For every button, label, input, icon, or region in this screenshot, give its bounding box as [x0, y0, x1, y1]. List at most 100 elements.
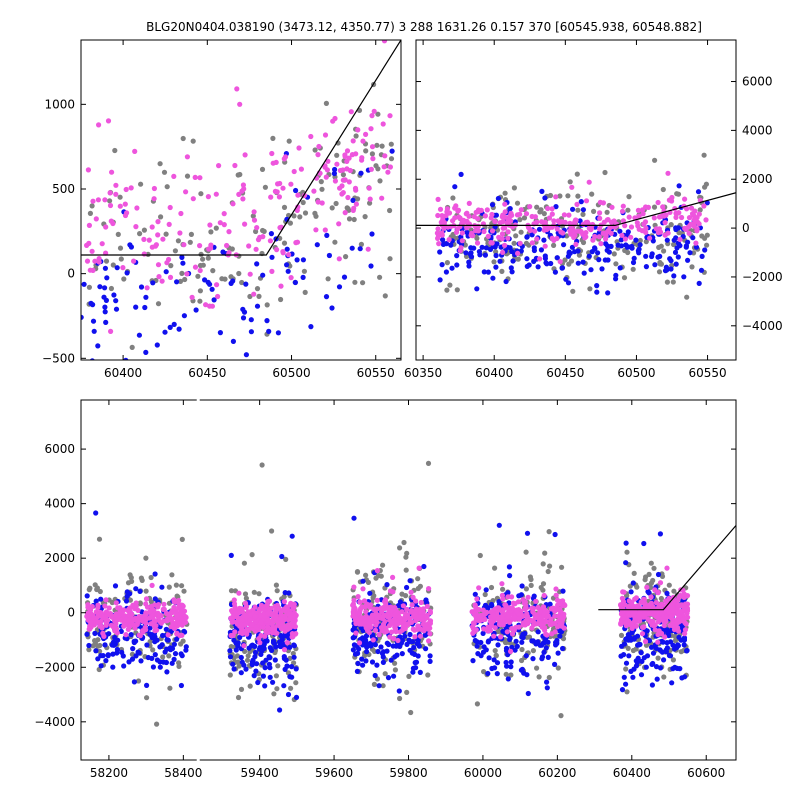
data-point-magenta: [123, 632, 129, 638]
data-point-blue: [411, 644, 417, 651]
x-tick-label: 60400: [104, 366, 142, 380]
data-point-magenta: [86, 240, 92, 246]
data-point-blue: [650, 650, 657, 656]
data-point-magenta: [324, 167, 330, 173]
data-point-blue: [704, 200, 710, 206]
data-point-blue: [671, 273, 677, 279]
data-point-gray: [281, 240, 288, 246]
data-point-magenta: [489, 228, 496, 234]
data-point-blue: [231, 666, 237, 672]
data-point-gray: [363, 572, 369, 578]
data-point-gray: [684, 294, 690, 300]
data-point-magenta: [114, 630, 120, 636]
data-point-blue: [623, 660, 630, 666]
data-point-blue: [615, 242, 621, 248]
data-point-magenta: [567, 228, 573, 234]
data-point-magenta: [125, 626, 131, 633]
data-point-magenta: [356, 619, 363, 626]
data-point-blue: [535, 264, 541, 270]
data-point-gray: [297, 214, 303, 220]
data-point-gray: [643, 239, 649, 245]
data-point-magenta: [166, 221, 172, 227]
data-point-gray: [634, 584, 640, 590]
data-point-magenta: [533, 621, 539, 627]
data-point-gray: [323, 100, 329, 106]
data-point-magenta: [496, 605, 502, 611]
data-point-gray: [661, 674, 667, 680]
data-point-gray: [406, 673, 412, 680]
axes-frame: [415, 39, 737, 361]
data-point-blue: [123, 357, 129, 360]
data-point-magenta: [267, 238, 273, 244]
data-point-blue: [594, 283, 600, 289]
data-point-blue: [495, 642, 501, 648]
data-point-blue: [384, 582, 390, 588]
data-point-gray: [425, 672, 431, 678]
data-point-gray: [557, 193, 563, 199]
data-point-gray: [227, 672, 233, 678]
data-point-blue: [150, 664, 156, 670]
data-point-magenta: [361, 619, 367, 625]
data-point-gray: [109, 599, 115, 606]
data-point-magenta: [149, 582, 155, 589]
data-point-magenta: [548, 616, 554, 622]
data-point-magenta: [371, 108, 377, 114]
data-point-gray: [274, 588, 280, 594]
data-point-magenta: [135, 617, 141, 623]
data-point-gray: [570, 288, 576, 294]
data-point-blue: [120, 653, 126, 659]
data-point-gray: [293, 680, 299, 686]
data-point-gray: [177, 278, 184, 284]
data-point-blue: [264, 638, 270, 644]
data-point-blue: [256, 646, 262, 652]
x-tick-label: 60550: [357, 366, 395, 380]
data-point-blue: [360, 662, 366, 668]
data-point-magenta: [553, 592, 559, 598]
data-point-gray: [291, 213, 297, 219]
data-point-magenta: [258, 613, 264, 619]
data-point-magenta: [141, 251, 147, 257]
data-point-gray: [666, 582, 672, 588]
data-point-magenta: [87, 267, 93, 273]
data-point-magenta: [234, 86, 240, 92]
data-point-magenta: [412, 634, 418, 640]
data-point-magenta: [424, 603, 430, 610]
data-point-magenta: [490, 612, 496, 619]
data-point-magenta: [590, 237, 596, 243]
data-point-magenta: [144, 616, 150, 622]
data-point-magenta: [387, 634, 393, 640]
data-point-magenta: [273, 159, 279, 165]
data-point-blue: [286, 590, 292, 596]
data-point-gray: [87, 585, 93, 591]
data-point-blue: [350, 197, 356, 203]
data-point-magenta: [351, 597, 357, 603]
data-point-blue: [267, 674, 273, 680]
data-point-magenta: [622, 223, 628, 229]
data-point-magenta: [682, 631, 688, 637]
top-left-panel: 60400 60450 60500 60550 −500 0 500 1000: [42, 39, 402, 380]
fit-line: [598, 525, 736, 611]
data-point-magenta: [517, 211, 523, 217]
data-point-magenta: [251, 217, 258, 223]
data-point-gray: [668, 222, 674, 228]
data-point-magenta: [541, 220, 547, 226]
data-point-blue: [566, 250, 572, 256]
data-point-magenta: [410, 594, 416, 601]
data-point-magenta: [103, 224, 109, 230]
data-point-blue: [163, 626, 169, 632]
data-point-blue: [324, 232, 330, 238]
data-point-blue: [552, 661, 558, 668]
data-point-magenta: [155, 604, 161, 610]
data-point-magenta: [268, 605, 274, 611]
data-point-magenta: [146, 237, 152, 243]
data-point-magenta: [569, 184, 575, 190]
data-point-blue: [666, 652, 673, 659]
data-point-magenta: [155, 232, 161, 238]
data-point-blue: [468, 245, 474, 251]
data-point-magenta: [381, 612, 387, 618]
data-point-magenta: [427, 620, 433, 627]
data-point-blue: [629, 630, 635, 636]
data-point-gray: [499, 268, 505, 274]
data-point-blue: [98, 663, 104, 669]
data-point-blue: [631, 255, 637, 261]
